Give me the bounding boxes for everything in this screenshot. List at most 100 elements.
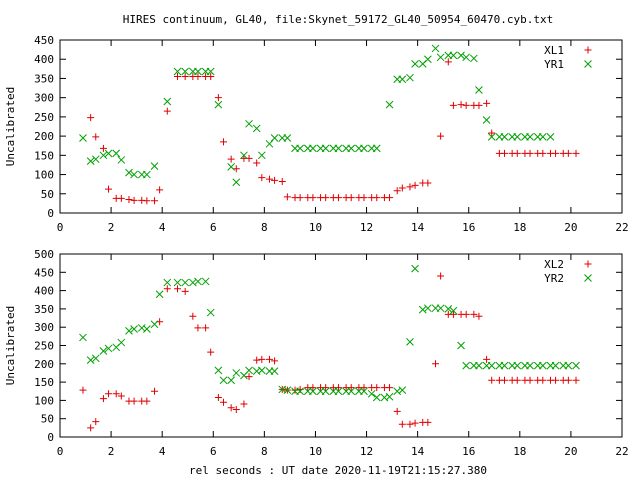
- data-point: [500, 149, 508, 157]
- data-point: [143, 325, 151, 333]
- data-point: [143, 170, 151, 179]
- data-point: [130, 397, 138, 405]
- data-point: [487, 133, 496, 141]
- y-tick-label: 400: [34, 53, 54, 66]
- y-tick-label: 400: [34, 285, 54, 298]
- data-point: [449, 306, 458, 315]
- y-tick-label: 50: [41, 188, 54, 201]
- data-point: [437, 272, 445, 280]
- data-point: [513, 361, 522, 370]
- y-tick-label: 300: [34, 92, 54, 105]
- data-point: [232, 165, 240, 173]
- data-point: [513, 149, 521, 157]
- data-point: [322, 194, 330, 202]
- data-point: [206, 308, 215, 317]
- data-point: [258, 174, 266, 182]
- data-point: [418, 305, 427, 314]
- data-point: [546, 133, 555, 141]
- data-point: [99, 151, 108, 160]
- data-point: [457, 51, 465, 60]
- data-point: [253, 356, 261, 364]
- data-point: [296, 387, 304, 396]
- data-point: [475, 361, 483, 370]
- data-point: [462, 101, 470, 109]
- data-point: [207, 348, 215, 356]
- x-tick-label: 20: [564, 445, 577, 458]
- data-point: [271, 357, 279, 365]
- data-point: [163, 107, 171, 115]
- data-point: [432, 360, 440, 368]
- data-point: [99, 347, 108, 355]
- data-point: [411, 59, 419, 68]
- y-tick-label: 300: [34, 321, 54, 334]
- y-tick-label: 200: [34, 130, 54, 143]
- data-point: [291, 386, 299, 394]
- x-tick-label: 4: [159, 221, 166, 234]
- data-point: [483, 355, 491, 363]
- data-point: [143, 197, 151, 205]
- data-point: [125, 327, 133, 335]
- data-point: [347, 387, 356, 396]
- data-point: [125, 196, 133, 204]
- data-point: [173, 67, 182, 76]
- y-axis-label: Uncalibrated: [4, 87, 17, 166]
- data-point: [91, 155, 100, 164]
- data-point: [572, 376, 580, 384]
- data-point: [470, 310, 478, 318]
- data-point: [117, 338, 126, 347]
- data-point: [462, 361, 471, 370]
- data-point: [482, 116, 491, 124]
- data-point: [112, 390, 120, 398]
- y-tick-label: 100: [34, 394, 54, 407]
- x-tick-label: 14: [411, 445, 425, 458]
- data-point: [253, 159, 261, 167]
- x-tick-label: 16: [462, 221, 475, 234]
- data-point: [431, 44, 440, 53]
- data-point: [206, 67, 215, 76]
- data-point: [526, 361, 534, 370]
- data-point: [283, 134, 292, 142]
- data-point: [411, 181, 419, 189]
- data-point: [163, 285, 171, 293]
- data-point: [181, 287, 189, 295]
- data-point: [201, 277, 210, 286]
- data-point: [278, 177, 286, 185]
- data-point: [347, 144, 356, 153]
- data-point: [372, 393, 381, 402]
- x-tick-label: 22: [615, 221, 628, 234]
- data-point: [564, 149, 572, 157]
- x-tick-label: 8: [261, 221, 268, 234]
- data-point: [105, 390, 113, 398]
- data-point: [539, 376, 547, 384]
- data-point: [500, 133, 509, 141]
- data-point: [321, 144, 330, 153]
- data-point: [137, 324, 146, 332]
- data-point: [125, 168, 133, 177]
- data-point: [296, 144, 304, 153]
- data-point: [334, 387, 343, 396]
- data-point: [202, 324, 210, 332]
- data-point: [393, 407, 401, 415]
- data-point: [240, 400, 248, 408]
- data-point: [265, 355, 273, 363]
- data-point: [373, 384, 381, 392]
- data-point: [538, 133, 547, 141]
- data-point: [207, 73, 215, 81]
- data-point: [436, 53, 445, 62]
- data-point: [321, 387, 330, 396]
- data-point: [173, 278, 182, 287]
- data-point: [283, 386, 292, 395]
- data-point: [449, 310, 457, 318]
- data-point: [572, 361, 580, 370]
- data-point: [252, 124, 261, 133]
- legend-label: YR1: [544, 58, 564, 71]
- series-yr1: [79, 44, 555, 187]
- data-point: [334, 384, 342, 392]
- data-point: [296, 194, 304, 202]
- x-tick-label: 2: [108, 221, 115, 234]
- y-tick-label: 350: [34, 72, 54, 85]
- x-tick-label: 16: [462, 445, 475, 458]
- data-point: [174, 285, 182, 293]
- data-point: [424, 179, 432, 187]
- data-point: [564, 376, 572, 384]
